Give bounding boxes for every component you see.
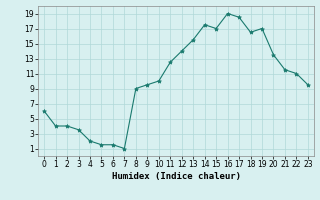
X-axis label: Humidex (Indice chaleur): Humidex (Indice chaleur) <box>111 172 241 181</box>
